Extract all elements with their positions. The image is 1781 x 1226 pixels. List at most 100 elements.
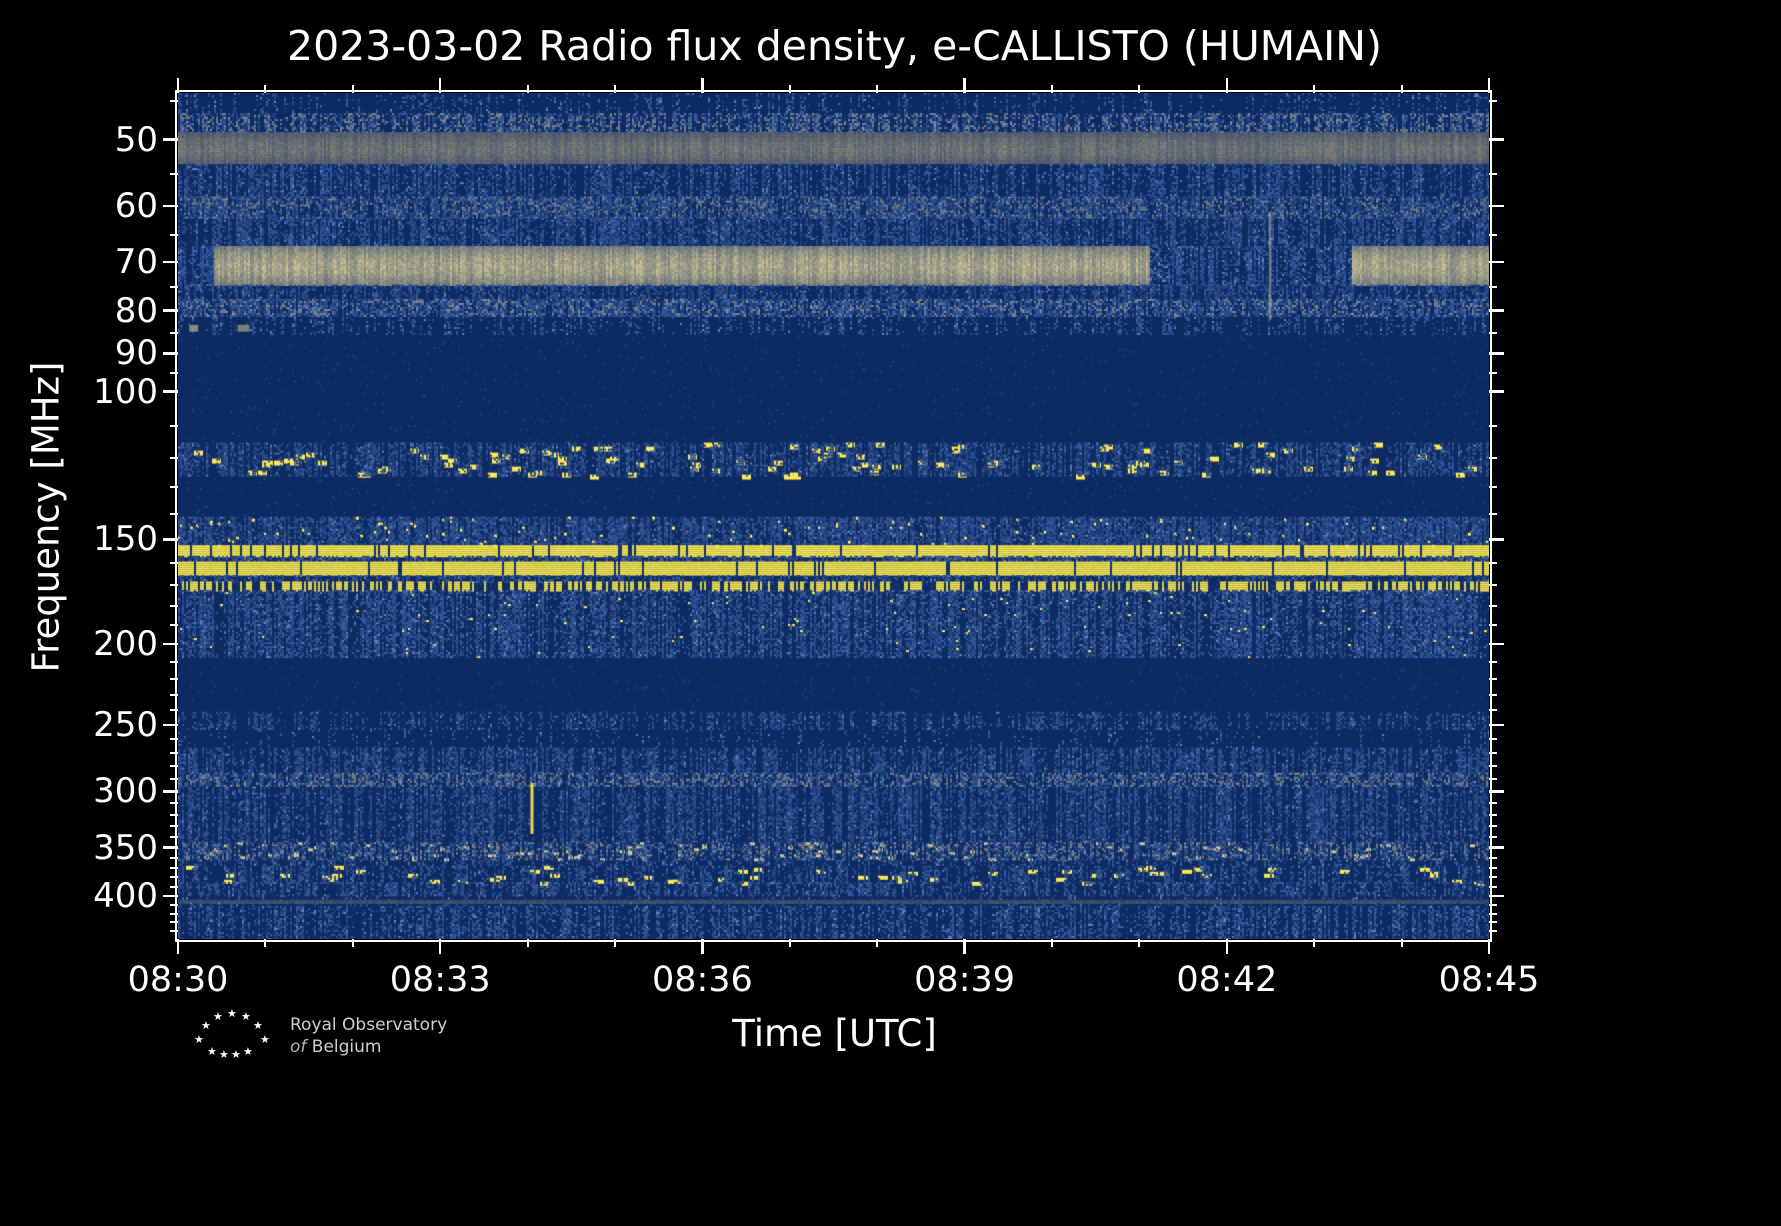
chart-title: 2023-03-02 Radio flux density, e-CALLIST… [287, 22, 1382, 70]
x-tick-top [1487, 78, 1491, 93]
y-minor-tick [170, 486, 178, 489]
rob-logo-line1: Royal Observatory [290, 1015, 448, 1035]
rob-star-icon: ★ [231, 1048, 241, 1061]
y-tick [163, 352, 178, 355]
x-minor-tick-top [1400, 85, 1403, 93]
y-minor-tick-right [1489, 765, 1497, 768]
x-minor-tick [613, 939, 616, 947]
x-minor-tick-top [1138, 85, 1141, 93]
x-tick-top [963, 78, 966, 93]
y-tick-label: 90 [114, 333, 158, 374]
y-tick [163, 204, 178, 208]
y-minor-tick-right [1489, 709, 1497, 712]
y-minor-tick [170, 372, 178, 375]
y-minor-tick [170, 765, 178, 768]
y-minor-tick-right [1489, 904, 1497, 907]
rob-logo-text: Royal Observatory of Belgium [290, 1014, 447, 1058]
y-tick [163, 642, 178, 646]
x-minor-tick [351, 939, 354, 947]
y-minor-tick-right [1489, 856, 1497, 859]
x-tick-top [438, 78, 442, 93]
y-minor-tick-right [1489, 457, 1497, 460]
x-minor-tick [526, 939, 529, 947]
y-minor-tick-right [1489, 604, 1497, 607]
y-tick-right [1489, 390, 1504, 393]
x-minor-tick [1400, 939, 1403, 947]
y-axis-label: Frequency [MHz] [24, 361, 68, 673]
y-minor-tick-right [1489, 825, 1497, 828]
y-minor-tick-right [1489, 100, 1497, 103]
y-tick-right [1489, 642, 1504, 646]
y-minor-tick-right [1489, 660, 1497, 663]
y-tick-right [1489, 204, 1504, 208]
y-minor-tick [170, 425, 178, 428]
x-tick-label: 08:45 [1438, 960, 1540, 1000]
y-minor-tick [170, 738, 178, 741]
x-tick-label: 08:42 [1176, 960, 1278, 1000]
x-minor-tick-top [613, 85, 616, 93]
y-tick-right [1489, 138, 1504, 141]
x-tick-label: 08:39 [914, 960, 1016, 1000]
y-minor-tick-right [1489, 233, 1497, 236]
x-tick-top [701, 78, 704, 93]
y-minor-tick-right [1489, 836, 1497, 838]
x-minor-tick [1313, 939, 1316, 947]
y-minor-tick [170, 813, 178, 816]
y-minor-tick [170, 856, 178, 859]
y-tick-label: 400 [93, 876, 158, 917]
y-minor-tick [170, 778, 178, 781]
x-minor-tick [1051, 939, 1054, 947]
x-minor-tick-top [264, 85, 267, 93]
y-tick [163, 846, 178, 849]
x-minor-tick-top [526, 85, 529, 93]
y-tick-right [1489, 352, 1504, 355]
y-minor-tick-right [1489, 813, 1497, 816]
y-minor-tick [170, 233, 178, 236]
y-minor-tick [170, 173, 178, 176]
y-minor-tick-right [1489, 513, 1497, 516]
x-axis-label: Time [UTC] [732, 1012, 937, 1055]
x-minor-tick [1138, 939, 1141, 947]
y-tick-label: 100 [93, 371, 158, 412]
y-minor-tick-right [1489, 425, 1497, 428]
y-minor-tick [170, 583, 178, 586]
x-tick-top [1225, 78, 1229, 93]
x-minor-tick-top [788, 85, 791, 93]
rob-star-icon: ★ [201, 1019, 211, 1032]
rob-star-icon: ★ [241, 1010, 251, 1023]
rob-star-icon: ★ [243, 1045, 253, 1058]
y-minor-tick-right [1489, 921, 1497, 924]
x-tick-label: 08:30 [127, 960, 229, 1000]
y-tick-label: 150 [93, 519, 158, 560]
y-tick-right [1489, 790, 1504, 793]
y-minor-tick [170, 709, 178, 712]
y-minor-tick [170, 885, 178, 888]
rob-star-icon: ★ [253, 1019, 263, 1032]
x-minor-tick [788, 939, 791, 947]
y-minor-tick-right [1489, 173, 1497, 176]
y-minor-tick-right [1489, 802, 1497, 805]
x-tick [438, 939, 442, 954]
x-tick [1225, 939, 1229, 954]
y-minor-tick [170, 825, 178, 828]
rob-star-icon: ★ [227, 1007, 237, 1020]
rob-star-icon: ★ [219, 1048, 229, 1061]
x-minor-tick-top [876, 85, 879, 93]
y-minor-tick [170, 660, 178, 663]
x-tick [701, 939, 704, 954]
x-tick-top [176, 78, 180, 93]
y-minor-tick [170, 604, 178, 607]
rob-logo-line2: of Belgium [290, 1036, 447, 1058]
y-minor-tick-right [1489, 866, 1497, 869]
y-minor-tick-right [1489, 752, 1497, 755]
rob-logo: ★ ★ ★ ★ ★ ★ ★ ★ ★ ★ ★ Royal Observatory … [192, 1008, 622, 1070]
y-tick-right [1489, 846, 1504, 849]
y-minor-tick [170, 693, 178, 696]
y-minor-tick-right [1489, 583, 1497, 586]
y-tick-right [1489, 260, 1504, 264]
y-minor-tick-right [1489, 929, 1497, 932]
y-minor-tick-right [1489, 331, 1497, 334]
x-tick [1487, 939, 1491, 954]
y-minor-tick [170, 912, 178, 915]
y-tick-label: 300 [93, 771, 158, 812]
